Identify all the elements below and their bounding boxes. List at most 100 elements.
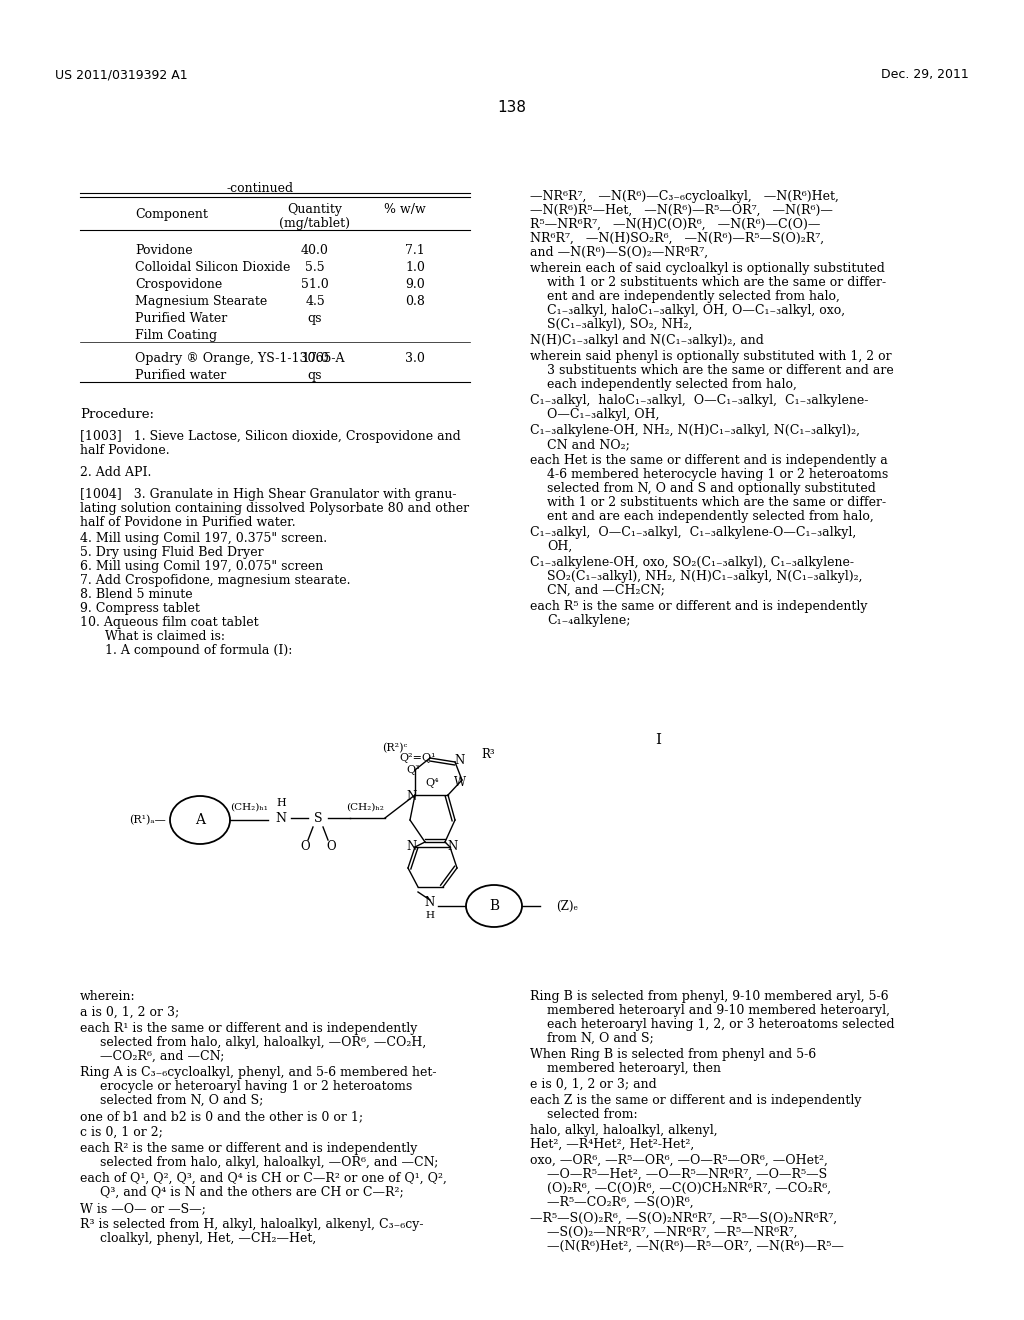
Text: R³: R³ [481,748,495,762]
Text: C₁₋₃alkylene-OH, oxo, SO₂(C₁₋₃alkyl), C₁₋₃alkylene-: C₁₋₃alkylene-OH, oxo, SO₂(C₁₋₃alkyl), C₁… [530,556,854,569]
Text: W: W [454,776,466,788]
Text: 5. Dry using Fluid Bed Dryer: 5. Dry using Fluid Bed Dryer [80,546,263,558]
Text: Crospovidone: Crospovidone [135,279,222,290]
Text: (R²)ᶜ: (R²)ᶜ [382,743,408,754]
Text: each R² is the same or different and is independently: each R² is the same or different and is … [80,1142,418,1155]
Text: Ring B is selected from phenyl, 9-10 membered aryl, 5-6: Ring B is selected from phenyl, 9-10 mem… [530,990,889,1003]
Text: selected from:: selected from: [547,1107,638,1121]
Text: selected from N, O and S;: selected from N, O and S; [100,1094,263,1107]
Text: with 1 or 2 substituents which are the same or differ-: with 1 or 2 substituents which are the s… [547,276,886,289]
Text: Colloidal Silicon Dioxide: Colloidal Silicon Dioxide [135,261,291,275]
Text: 2. Add API.: 2. Add API. [80,466,152,479]
Text: Ring A is C₃₋₆cycloalkyl, phenyl, and 5-6 membered het-: Ring A is C₃₋₆cycloalkyl, phenyl, and 5-… [80,1067,436,1078]
Text: qs: qs [308,370,323,381]
Text: Q⁴: Q⁴ [425,777,439,788]
Text: [1004]   3. Granulate in High Shear Granulator with granu-: [1004] 3. Granulate in High Shear Granul… [80,488,457,502]
Text: OH,: OH, [547,540,572,553]
Text: 9. Compress tablet: 9. Compress tablet [80,602,200,615]
Text: B: B [488,899,499,913]
Text: What is claimed is:: What is claimed is: [105,630,225,643]
Text: I: I [655,733,662,747]
Text: —CO₂R⁶, and —CN;: —CO₂R⁶, and —CN; [100,1049,224,1063]
Text: Component: Component [135,209,208,220]
Text: halo, alkyl, haloalkyl, alkenyl,: halo, alkyl, haloalkyl, alkenyl, [530,1125,718,1137]
Text: selected from halo, alkyl, haloalkyl, —OR⁶, —CO₂H,: selected from halo, alkyl, haloalkyl, —O… [100,1036,426,1049]
Text: S(C₁₋₃alkyl), SO₂, NH₂,: S(C₁₋₃alkyl), SO₂, NH₂, [547,318,692,331]
Text: CN and NO₂;: CN and NO₂; [547,438,630,451]
Text: W is —O— or —S—;: W is —O— or —S—; [80,1203,206,1214]
Text: each Het is the same or different and is independently a: each Het is the same or different and is… [530,454,888,467]
Text: half Povidone.: half Povidone. [80,444,170,457]
Text: 3 substituents which are the same or different and are: 3 substituents which are the same or dif… [547,364,894,378]
Text: N: N [407,791,417,804]
Text: NR⁶R⁷,   —N(H)SO₂R⁶,   —N(R⁶)—R⁵—S(O)₂R⁷,: NR⁶R⁷, —N(H)SO₂R⁶, —N(R⁶)—R⁵—S(O)₂R⁷, [530,232,824,246]
Text: and —N(R⁶)—S(O)₂—NR⁶R⁷,: and —N(R⁶)—S(O)₂—NR⁶R⁷, [530,246,709,259]
Text: N: N [425,896,435,909]
Text: O: O [327,841,336,854]
Text: 17.0: 17.0 [301,352,329,366]
Text: each R⁵ is the same or different and is independently: each R⁵ is the same or different and is … [530,601,867,612]
Text: Quantity: Quantity [288,203,342,216]
Text: one of b1 and b2 is 0 and the other is 0 or 1;: one of b1 and b2 is 0 and the other is 0… [80,1110,364,1123]
Text: 1. A compound of formula (I):: 1. A compound of formula (I): [105,644,293,657]
Text: e is 0, 1, 2 or 3; and: e is 0, 1, 2 or 3; and [530,1078,656,1092]
Text: Purified Water: Purified Water [135,312,227,325]
Text: erocycle or heteroaryl having 1 or 2 heteroatoms: erocycle or heteroaryl having 1 or 2 het… [100,1080,413,1093]
Text: membered heteroaryl, then: membered heteroaryl, then [547,1063,721,1074]
Text: -continued: -continued [226,182,294,195]
Text: Procedure:: Procedure: [80,408,154,421]
Text: each Z is the same or different and is independently: each Z is the same or different and is i… [530,1094,861,1107]
Text: c is 0, 1 or 2;: c is 0, 1 or 2; [80,1126,163,1139]
Text: half of Povidone in Purified water.: half of Povidone in Purified water. [80,516,296,529]
Text: 138: 138 [498,100,526,115]
Text: (CH₂)ₕ₂: (CH₂)ₕ₂ [346,803,384,812]
Text: —NR⁶R⁷,   —N(R⁶)—C₃₋₆cycloalkyl,   —N(R⁶)Het,: —NR⁶R⁷, —N(R⁶)—C₃₋₆cycloalkyl, —N(R⁶)Het… [530,190,839,203]
Text: O—C₁₋₃alkyl, OH,: O—C₁₋₃alkyl, OH, [547,408,659,421]
Text: US 2011/0319392 A1: US 2011/0319392 A1 [55,69,187,81]
Text: N: N [407,841,417,854]
Text: H: H [276,799,286,808]
Text: Opadry ® Orange, YS-1-13065-A: Opadry ® Orange, YS-1-13065-A [135,352,344,366]
Text: Q³: Q³ [407,766,420,775]
Text: wherein said phenyl is optionally substituted with 1, 2 or: wherein said phenyl is optionally substi… [530,350,892,363]
Text: 4.5: 4.5 [305,294,325,308]
Text: S: S [313,812,323,825]
Text: ent and are independently selected from halo,: ent and are independently selected from … [547,290,840,304]
Text: Het², —R⁴Het², Het²-Het²,: Het², —R⁴Het², Het²-Het², [530,1138,694,1151]
Text: selected from N, O and S and optionally substituted: selected from N, O and S and optionally … [547,482,876,495]
Text: qs: qs [308,312,323,325]
Text: Magnesium Stearate: Magnesium Stearate [135,294,267,308]
Text: —N(R⁶)R⁵—Het,   —N(R⁶)—R⁵—OR⁷,   —N(R⁶)—: —N(R⁶)R⁵—Het, —N(R⁶)—R⁵—OR⁷, —N(R⁶)— [530,205,833,216]
Text: O: O [300,841,310,854]
Text: 8. Blend 5 minute: 8. Blend 5 minute [80,587,193,601]
Text: C₁₋₃alkyl, haloC₁₋₃alkyl, OH, O—C₁₋₃alkyl, oxo,: C₁₋₃alkyl, haloC₁₋₃alkyl, OH, O—C₁₋₃alky… [547,304,845,317]
Text: (CH₂)ₕ₁: (CH₂)ₕ₁ [230,803,268,812]
Text: 5.5: 5.5 [305,261,325,275]
Text: —R⁵—CO₂R⁶, —S(O)R⁶,: —R⁵—CO₂R⁶, —S(O)R⁶, [547,1196,693,1209]
Text: —S(O)₂—NR⁶R⁷, —NR⁶R⁷, —R⁵—NR⁶R⁷,: —S(O)₂—NR⁶R⁷, —NR⁶R⁷, —R⁵—NR⁶R⁷, [547,1226,798,1239]
Text: cloalkyl, phenyl, Het, —CH₂—Het,: cloalkyl, phenyl, Het, —CH₂—Het, [100,1232,316,1245]
Text: [1003]   1. Sieve Lactose, Silicon dioxide, Crospovidone and: [1003] 1. Sieve Lactose, Silicon dioxide… [80,430,461,444]
Text: (mg/tablet): (mg/tablet) [280,216,350,230]
Text: N: N [447,841,458,854]
Text: C₁₋₃alkyl,  haloC₁₋₃alkyl,  O—C₁₋₃alkyl,  C₁₋₃alkylene-: C₁₋₃alkyl, haloC₁₋₃alkyl, O—C₁₋₃alkyl, C… [530,393,868,407]
Text: Purified water: Purified water [135,370,226,381]
Text: —R⁵—S(O)₂R⁶, —S(O)₂NR⁶R⁷, —R⁵—S(O)₂NR⁶R⁷,: —R⁵—S(O)₂R⁶, —S(O)₂NR⁶R⁷, —R⁵—S(O)₂NR⁶R⁷… [530,1212,838,1225]
Text: CN, and —CH₂CN;: CN, and —CH₂CN; [547,583,665,597]
Text: C₁₋₃alkylene-OH, NH₂, N(H)C₁₋₃alkyl, N(C₁₋₃alkyl)₂,: C₁₋₃alkylene-OH, NH₂, N(H)C₁₋₃alkyl, N(C… [530,424,860,437]
Text: % w/w: % w/w [384,203,426,216]
Text: 6. Mill using Comil 197, 0.075" screen: 6. Mill using Comil 197, 0.075" screen [80,560,324,573]
Text: a is 0, 1, 2 or 3;: a is 0, 1, 2 or 3; [80,1006,179,1019]
Text: —(N(R⁶)Het², —N(R⁶)—R⁵—OR⁷, —N(R⁶)—R⁵—: —(N(R⁶)Het², —N(R⁶)—R⁵—OR⁷, —N(R⁶)—R⁵— [547,1239,844,1253]
Text: each independently selected from halo,: each independently selected from halo, [547,378,797,391]
Text: N: N [455,755,465,767]
Text: membered heteroaryl and 9-10 membered heteroaryl,: membered heteroaryl and 9-10 membered he… [547,1005,890,1016]
Text: with 1 or 2 substituents which are the same or differ-: with 1 or 2 substituents which are the s… [547,496,886,510]
Text: 4-6 membered heterocycle having 1 or 2 heteroatoms: 4-6 membered heterocycle having 1 or 2 h… [547,469,888,480]
Text: R³ is selected from H, alkyl, haloalkyl, alkenyl, C₃₋₆cy-: R³ is selected from H, alkyl, haloalkyl,… [80,1218,424,1232]
Text: SO₂(C₁₋₃alkyl), NH₂, N(H)C₁₋₃alkyl, N(C₁₋₃alkyl)₂,: SO₂(C₁₋₃alkyl), NH₂, N(H)C₁₋₃alkyl, N(C₁… [547,570,862,583]
Text: Q³, and Q⁴ is N and the others are CH or C—R²;: Q³, and Q⁴ is N and the others are CH or… [100,1185,403,1199]
Text: (O)₂R⁶, —C(O)R⁶, —C(O)CH₂NR⁶R⁷, —CO₂R⁶,: (O)₂R⁶, —C(O)R⁶, —C(O)CH₂NR⁶R⁷, —CO₂R⁶, [547,1181,831,1195]
Text: lating solution containing dissolved Polysorbate 80 and other: lating solution containing dissolved Pol… [80,502,469,515]
Text: wherein each of said cycloalkyl is optionally substituted: wherein each of said cycloalkyl is optio… [530,261,885,275]
